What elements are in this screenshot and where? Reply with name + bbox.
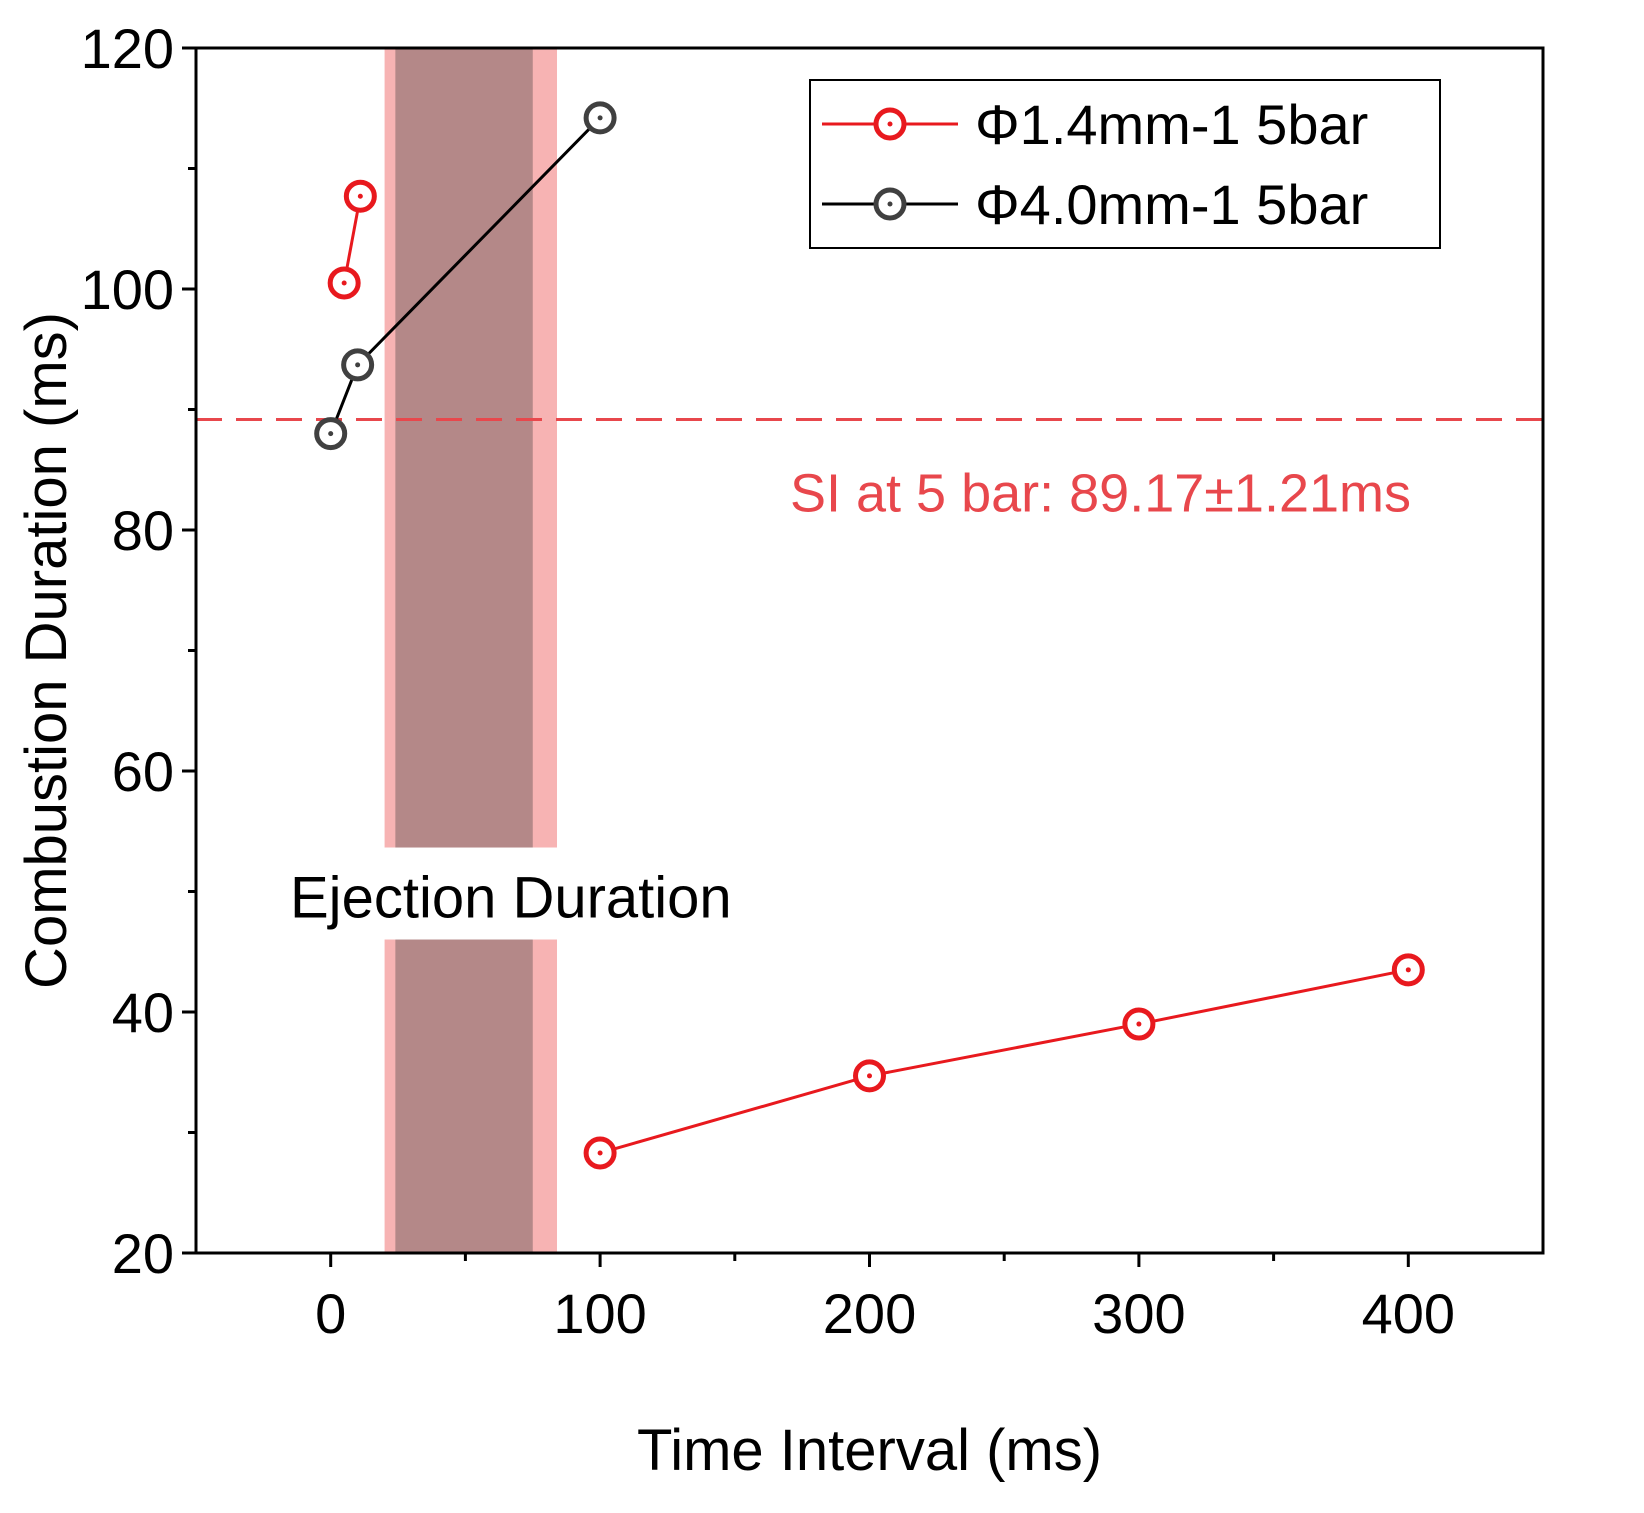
legend-entry-label: Φ4.0mm-1 5bar [975, 173, 1368, 236]
y-tick-label: 40 [112, 981, 174, 1044]
y-tick-label: 100 [81, 258, 174, 321]
data-point-dot [887, 201, 893, 207]
region-label-background [382, 847, 559, 940]
x-tick-label: 200 [823, 1282, 916, 1345]
series-line [599, 968, 1409, 1155]
data-point-dot [867, 1073, 872, 1079]
y-tick-label: 80 [112, 499, 174, 562]
data-point [1391, 953, 1425, 987]
data-point [341, 348, 375, 382]
data-point-dot [357, 193, 363, 199]
y-tick-label: 60 [112, 740, 174, 803]
series-1 [314, 101, 617, 451]
data-point-dot [328, 431, 334, 437]
y-tick-label: 20 [112, 1222, 174, 1285]
data-point [1122, 1007, 1156, 1041]
data-point-dot [341, 280, 347, 286]
shaded-regions [384, 48, 557, 1253]
x-tick-label: 400 [1362, 1282, 1455, 1345]
x-tick-label: 300 [1092, 1282, 1185, 1345]
x-axis-title: Time Interval (ms) [637, 1418, 1102, 1483]
series-0 [327, 179, 1425, 1170]
data-point-dot [597, 115, 603, 121]
legend: Φ1.4mm-1 5bar Φ4.0mm-1 5bar [809, 79, 1441, 249]
data-point [873, 187, 907, 221]
data-point [873, 107, 907, 141]
y-axis-title: Combustion Duration (ms) [14, 312, 79, 989]
series [314, 101, 1425, 1170]
data-point [314, 417, 348, 451]
ejection-duration-label: Ejection Duration [290, 866, 732, 931]
data-point [327, 266, 361, 300]
y-tick-label: 120 [81, 17, 174, 80]
axes: 20 40 60 80 100 120 0 100 200 300 400 [81, 17, 1545, 1345]
data-point-dot [1405, 967, 1411, 973]
data-point [343, 179, 377, 213]
data-point-dot [1136, 1021, 1142, 1027]
data-point-dot [355, 362, 361, 368]
data-point-dot [597, 1150, 603, 1156]
data-point-dot [887, 121, 893, 127]
reference-line-label: SI at 5 bar: 89.17±1.21ms [790, 464, 1411, 524]
x-tick-label: 0 [315, 1282, 346, 1345]
legend-box [809, 79, 1441, 249]
legend-entry-label: Φ1.4mm-1 5bar [975, 93, 1368, 156]
region-label-mask [382, 847, 559, 940]
data-point [583, 101, 617, 135]
data-point [583, 1136, 617, 1170]
data-point [853, 1059, 886, 1093]
ejection-region-inner [395, 48, 533, 1253]
x-tick-label: 100 [553, 1282, 646, 1345]
